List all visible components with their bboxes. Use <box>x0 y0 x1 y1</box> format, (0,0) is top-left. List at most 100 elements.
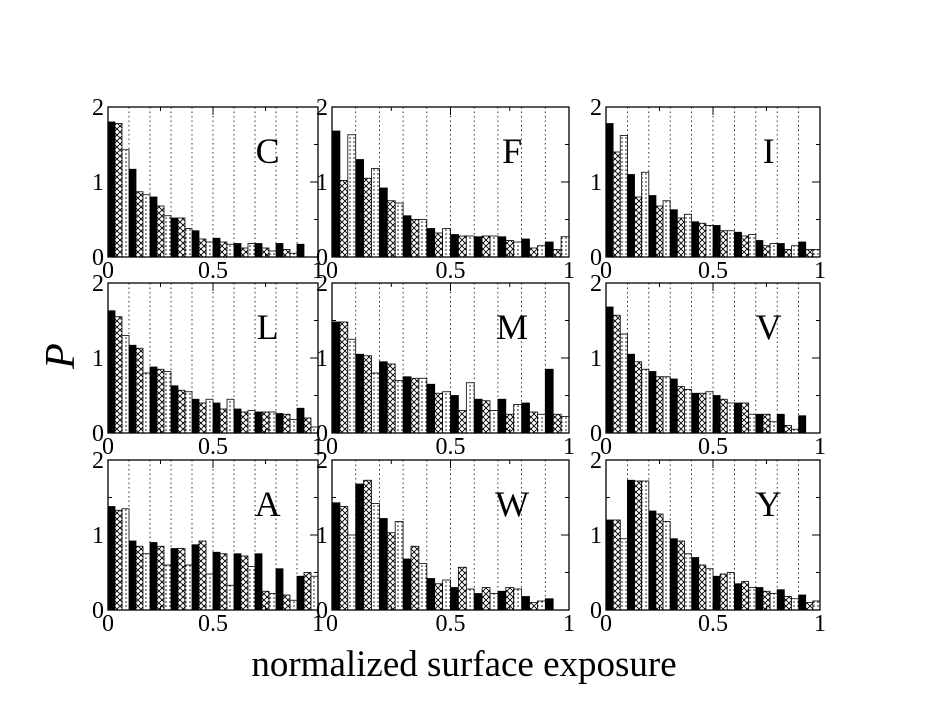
bar-V-solid-7 <box>755 413 764 434</box>
bar-C-solid-5 <box>212 237 221 258</box>
bar-Y-dotted-5 <box>726 572 735 611</box>
bar-L-crosshatch-3 <box>177 389 186 434</box>
bar-F-solid-7 <box>497 236 507 258</box>
bar-Y-dotted-9 <box>812 600 821 611</box>
y-tick-label: 2 <box>92 95 104 121</box>
bar-W-crosshatch-1 <box>363 479 372 611</box>
bar-Y-dotted-7 <box>769 593 778 611</box>
y-tick-label: 1 <box>92 170 104 196</box>
bar-M-crosshatch-6 <box>481 400 491 434</box>
bar-V-crosshatch-4 <box>698 392 707 434</box>
bar-I-dotted-9 <box>812 249 821 258</box>
bar-L-dotted-3 <box>184 391 193 434</box>
bar-F-dotted-1 <box>371 168 380 258</box>
bar-Y-solid-2 <box>648 510 657 611</box>
panel-I: 0 1 2 0 0.5 1 I <box>590 95 826 284</box>
bar-F-dotted-3 <box>418 219 428 258</box>
bar-A-crosshatch-6 <box>240 555 249 611</box>
bar-M-crosshatch-1 <box>363 355 372 434</box>
bar-I-dotted-2 <box>662 200 671 258</box>
bar-I-solid-3 <box>669 209 678 258</box>
bar-W-crosshatch-2 <box>386 532 396 611</box>
y-tick-label: 2 <box>590 448 602 474</box>
panel-letter-I: I <box>763 131 775 171</box>
y-tick-label: 1 <box>92 523 104 549</box>
y-tick-label: 0 <box>92 421 104 447</box>
x-tick-label: 0 <box>600 611 612 637</box>
bar-I-solid-8 <box>776 243 785 258</box>
bar-A-crosshatch-8 <box>282 594 291 611</box>
x-tick-label: 1 <box>814 258 826 284</box>
bar-W-dotted-5 <box>465 588 475 611</box>
bar-V-dotted-2 <box>662 376 671 434</box>
bar-I-crosshatch-3 <box>676 217 685 258</box>
x-tick-label: 0.5 <box>198 258 228 284</box>
panel-letter-F: F <box>502 131 522 171</box>
bar-C-crosshatch-5 <box>219 241 228 258</box>
bar-L-crosshatch-1 <box>135 347 144 434</box>
bar-W-solid-2 <box>378 518 388 611</box>
bar-C-crosshatch-3 <box>177 217 186 258</box>
bar-A-crosshatch-1 <box>135 545 144 611</box>
bar-C-crosshatch-6 <box>240 247 249 258</box>
x-tick-label: 1 <box>814 434 826 460</box>
bar-M-crosshatch-3 <box>410 377 420 434</box>
bar-Y-solid-9 <box>798 594 807 611</box>
bar-W-dotted-7 <box>513 588 523 611</box>
bar-I-crosshatch-2 <box>655 205 664 258</box>
bar-A-solid-0 <box>107 506 116 611</box>
bar-F-solid-6 <box>473 236 483 258</box>
bar-L-dotted-1 <box>142 372 151 434</box>
bar-I-dotted-1 <box>641 171 650 258</box>
panel-W: 0 1 2 0 0.5 1 W <box>316 448 575 637</box>
bar-V-solid-0 <box>605 306 614 434</box>
bar-V-solid-8 <box>776 413 785 434</box>
bar-L-crosshatch-4 <box>198 402 207 434</box>
y-tick-label: 0 <box>590 245 602 271</box>
bar-W-crosshatch-5 <box>457 566 467 611</box>
bar-I-solid-4 <box>691 221 700 258</box>
bar-A-solid-4 <box>191 544 200 611</box>
bar-A-dotted-0 <box>121 508 130 611</box>
bar-L-dotted-2 <box>163 371 172 434</box>
bar-C-solid-6 <box>233 243 242 258</box>
bar-I-dotted-6 <box>748 234 757 258</box>
y-tick-label: 0 <box>590 421 602 447</box>
x-tick-label: 1 <box>563 434 575 460</box>
bar-M-crosshatch-2 <box>386 363 396 434</box>
bar-Y-crosshatch-2 <box>655 513 664 611</box>
bar-V-dotted-3 <box>684 389 693 434</box>
bar-F-dotted-8 <box>537 245 546 258</box>
bar-Y-solid-8 <box>776 589 785 611</box>
bar-C-crosshatch-2 <box>156 205 165 258</box>
bar-C-solid-9 <box>296 243 305 258</box>
bar-C-solid-2 <box>149 196 158 258</box>
bar-M-dotted-2 <box>394 380 404 434</box>
bar-C-dotted-7 <box>268 250 277 258</box>
bar-F-solid-9 <box>544 241 554 258</box>
bar-W-crosshatch-8 <box>529 602 538 611</box>
bar-V-dotted-1 <box>641 368 650 434</box>
bar-C-solid-0 <box>107 121 116 258</box>
bar-W-solid-7 <box>497 590 507 611</box>
bar-L-solid-4 <box>191 398 200 434</box>
bar-Y-crosshatch-0 <box>612 519 621 611</box>
bar-I-solid-6 <box>734 231 742 258</box>
bar-M-solid-0 <box>331 321 341 434</box>
bar-W-solid-9 <box>544 598 554 611</box>
bar-L-dotted-5 <box>226 398 235 434</box>
y-tick-label: 1 <box>316 523 328 549</box>
bar-L-solid-6 <box>233 408 242 434</box>
y-tick-label: 1 <box>590 523 602 549</box>
x-tick-label: 0.5 <box>436 434 466 460</box>
bar-M-solid-4 <box>426 383 436 434</box>
bar-Y-solid-0 <box>605 519 614 611</box>
y-tick-label: 2 <box>316 95 328 121</box>
bar-A-solid-8 <box>275 568 284 611</box>
y-tick-label: 0 <box>590 598 602 624</box>
bar-I-solid-7 <box>755 240 764 258</box>
bar-C-dotted-5 <box>226 243 235 258</box>
bar-C-solid-1 <box>128 168 137 258</box>
bar-V-dotted-4 <box>705 391 714 434</box>
bar-F-crosshatch-1 <box>363 177 372 258</box>
